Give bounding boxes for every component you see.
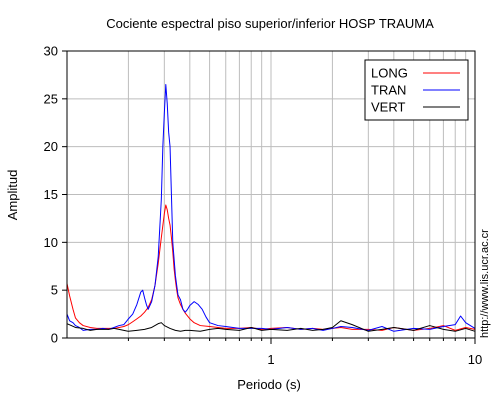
series-lines [66,83,476,332]
series-line-long [66,204,476,331]
series-line-tran [66,83,476,332]
x-tick-label: 1 [267,352,274,367]
plot-frame [66,50,476,339]
chart-title: Cociente espectral piso superior/inferio… [106,16,434,31]
legend: LONG TRAN VERT [364,59,469,121]
y-tick-label: 5 [51,283,58,298]
y-tick-label: 15 [44,187,58,202]
watermark-url: http://www.lis.ucr.ac.cr [479,229,491,338]
series-line-vert [66,320,476,332]
y-tick-label: 10 [44,235,58,250]
legend-label-tran: TRAN [371,83,406,98]
y-tick-label: 30 [44,44,58,59]
x-axis-label: Periodo (s) [237,377,301,392]
y-tick-label: 25 [44,91,58,106]
legend-label-long: LONG [371,66,408,81]
tick-labels: 0 5 10 15 20 25 30 1 10 [44,44,483,368]
x-tick-label: 10 [468,352,482,367]
legend-label-vert: VERT [371,100,405,115]
y-axis-label: Amplitud [5,170,20,221]
axis-ticks [62,50,476,344]
y-tick-label: 20 [44,139,58,154]
y-tick-label: 0 [51,331,58,346]
